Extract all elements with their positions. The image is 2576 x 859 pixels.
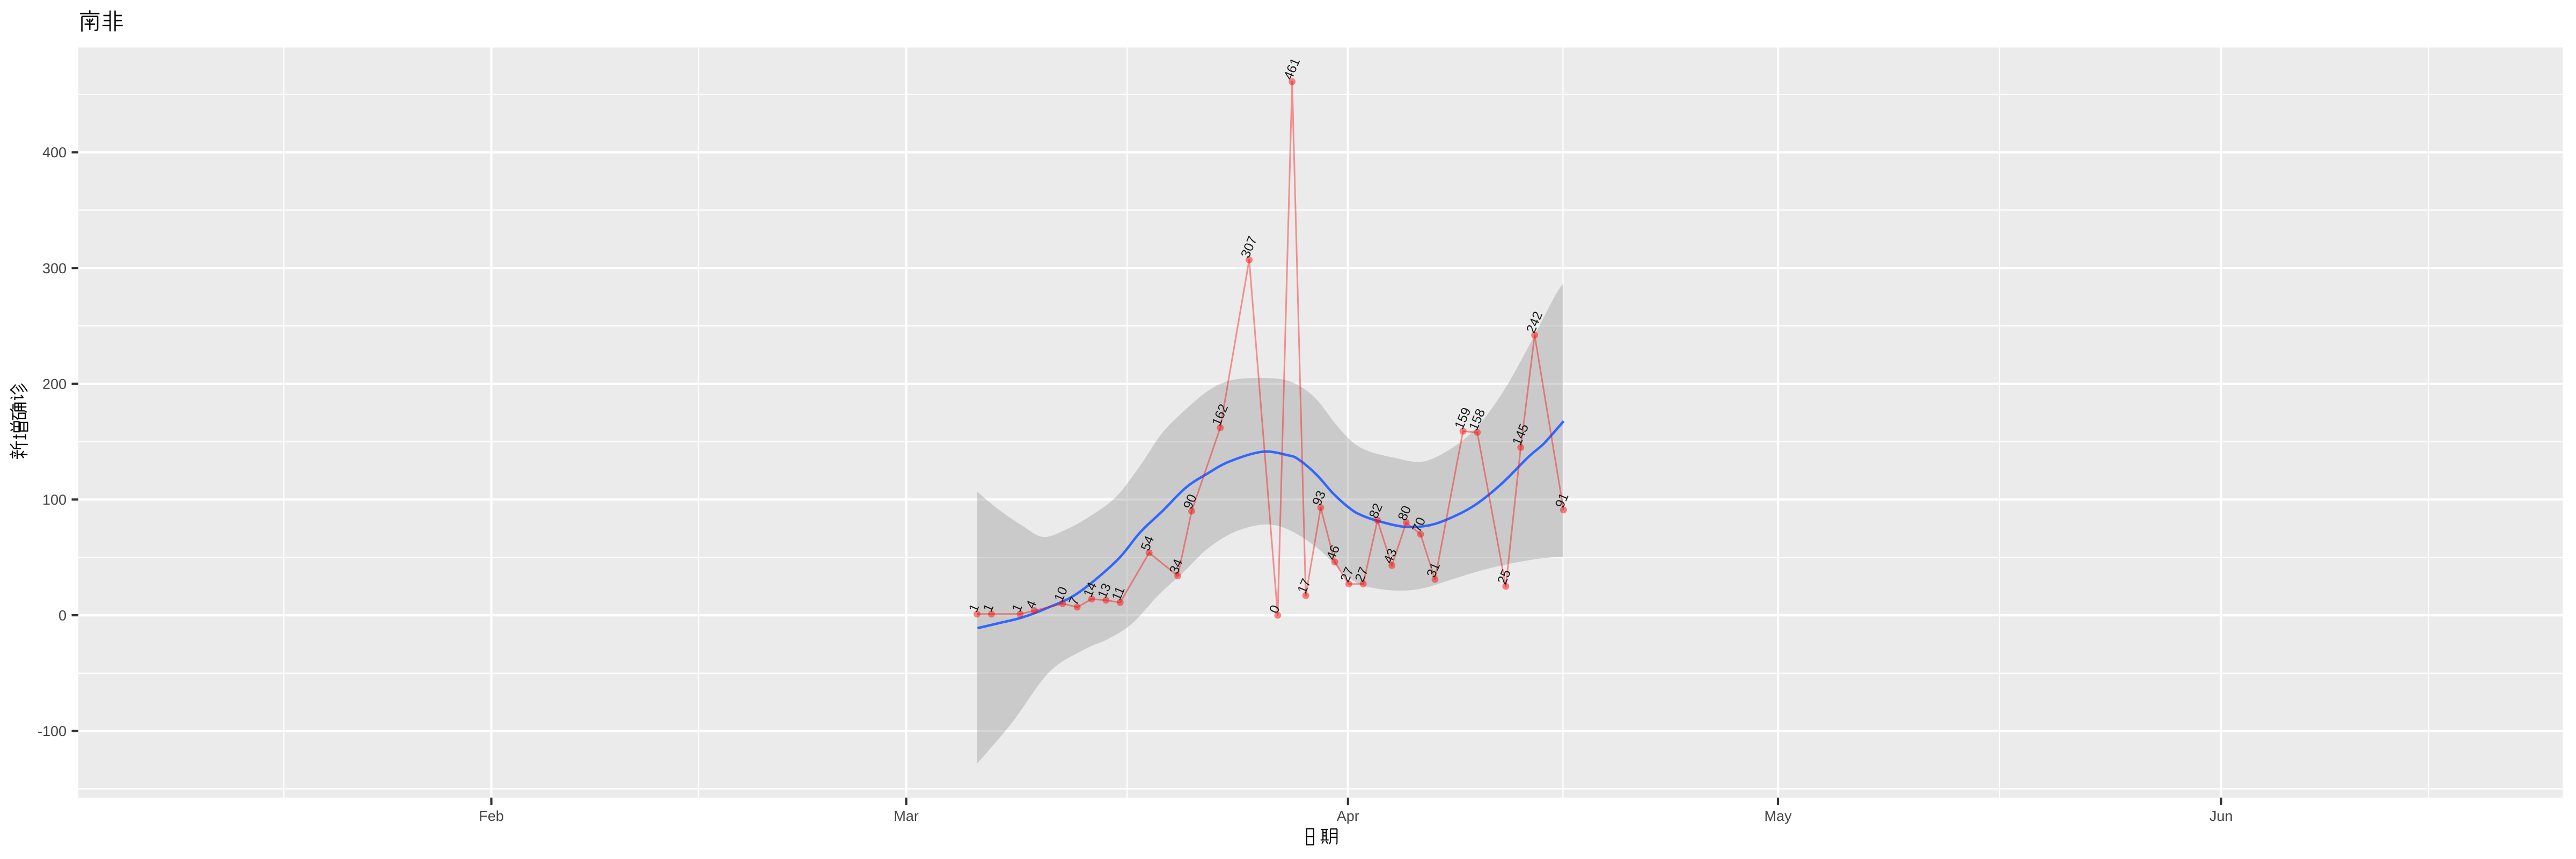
svg-text:-100: -100 <box>38 723 67 739</box>
svg-text:May: May <box>1764 808 1792 824</box>
svg-text:400: 400 <box>42 144 67 161</box>
svg-text:Jun: Jun <box>2209 808 2233 824</box>
svg-text:0: 0 <box>58 608 67 624</box>
svg-text:Apr: Apr <box>1337 808 1359 824</box>
svg-text:300: 300 <box>42 260 67 276</box>
svg-text:Feb: Feb <box>479 808 504 824</box>
svg-text:100: 100 <box>42 492 67 508</box>
svg-text:200: 200 <box>42 376 67 392</box>
svg-text:Mar: Mar <box>894 808 919 824</box>
